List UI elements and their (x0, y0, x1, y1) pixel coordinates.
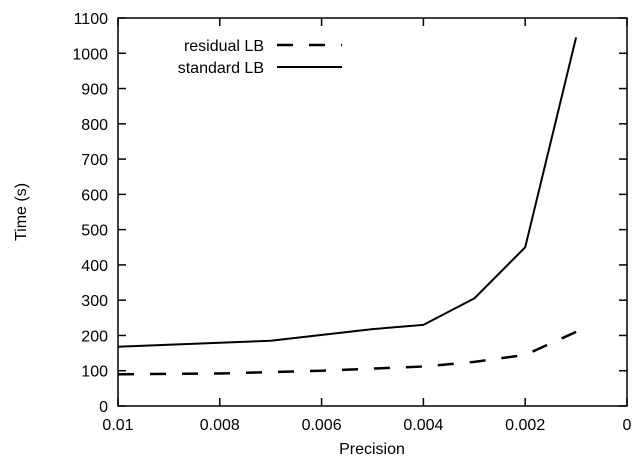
series-line-standard-lb (117, 37, 578, 348)
ticks (117, 17, 628, 407)
x-tick-label: 0.01 (102, 417, 133, 434)
x-tick-label: 0 (623, 417, 632, 434)
legend-label-standard-lb: standard LB (178, 60, 264, 77)
y-tick-label: 1000 (72, 46, 108, 63)
y-tick-label: 700 (81, 152, 108, 169)
y-tick-label: 800 (81, 117, 108, 134)
y-tick-label: 100 (81, 364, 108, 381)
plot-frame (117, 17, 628, 407)
y-tick-label: 1100 (74, 11, 109, 28)
legend-label-residual-lb: residual LB (184, 38, 264, 55)
y-axis-title: Time (s) (13, 183, 30, 241)
y-tick-label: 300 (81, 293, 108, 310)
series-line-residual-lb (117, 330, 577, 376)
x-tick-label: 0.002 (505, 417, 545, 434)
y-tick-label: 900 (81, 82, 108, 99)
x-tick-label: 0.004 (403, 417, 443, 434)
tick-labels: 0 100 200 300 400 500 600 700 800 900 1000 1100 0.01… (72, 11, 631, 434)
y-tick-label: 500 (81, 223, 108, 240)
y-tick-label: 600 (81, 187, 108, 204)
series-layer (117, 37, 578, 376)
x-tick-label: 0.006 (302, 417, 342, 434)
legend: residual LB standard LB (178, 38, 342, 77)
x-tick-label: 0.008 (200, 417, 240, 434)
y-tick-label: 0 (99, 399, 108, 416)
x-axis-title: Precision (339, 441, 405, 458)
plot-area (117, 17, 628, 407)
y-tick-label: 400 (81, 258, 108, 275)
y-tick-label: 200 (81, 328, 108, 345)
